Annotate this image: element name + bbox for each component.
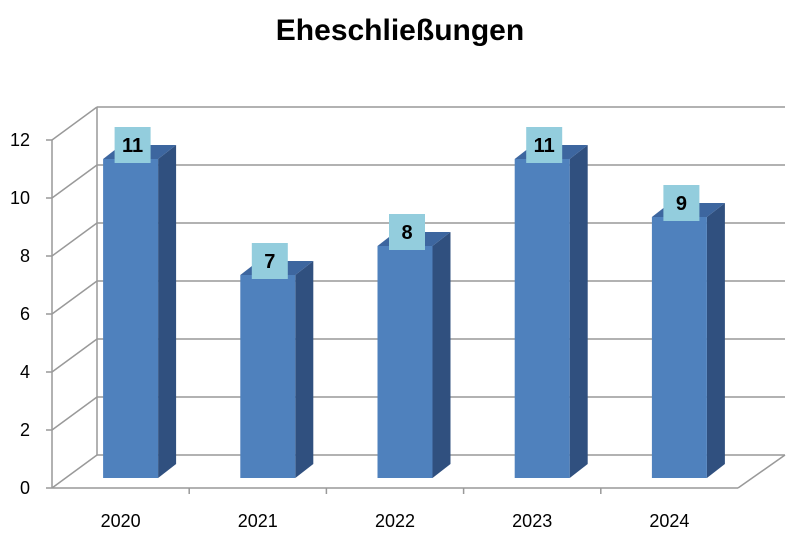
bar-2024 xyxy=(651,203,725,478)
bar-2020 xyxy=(103,145,177,478)
x-tick-label: 2021 xyxy=(238,511,278,531)
y-tick-label: 0 xyxy=(20,478,30,498)
bar-2023 xyxy=(514,145,588,478)
y-tick-label: 12 xyxy=(10,130,30,150)
y-tick-label: 8 xyxy=(20,246,30,266)
gridline-diagonal xyxy=(51,454,98,489)
y-tick-label: 4 xyxy=(20,362,30,382)
gridline-diagonal xyxy=(51,106,98,141)
data-label-box xyxy=(114,127,151,163)
bar-front xyxy=(103,159,159,478)
bar-side xyxy=(569,145,588,478)
x-tick-label: 2022 xyxy=(375,511,415,531)
bar-front xyxy=(651,217,707,478)
y-tick-label: 6 xyxy=(20,304,30,324)
data-label: 11 xyxy=(122,135,143,157)
axes: 0 2 4 6 8 10 12 2020 2021 2022 2023 2024 xyxy=(10,130,786,531)
bar-2022 xyxy=(377,232,451,478)
data-label-box xyxy=(389,214,425,250)
data-label-box xyxy=(663,185,700,221)
y-tick-label: 10 xyxy=(10,188,30,208)
data-label-box xyxy=(526,127,563,163)
floor-right-edge xyxy=(737,454,786,489)
gridline-diagonal xyxy=(51,396,98,431)
data-label-box xyxy=(251,243,288,279)
x-tick-label: 2023 xyxy=(512,511,552,531)
bar-side xyxy=(706,203,725,478)
data-label: 11 xyxy=(534,135,555,157)
data-label: 7 xyxy=(264,251,275,273)
gridline-diagonal xyxy=(51,338,98,373)
x-tick-label: 2024 xyxy=(649,511,689,531)
bar-side xyxy=(295,261,314,478)
data-labels: 11 7 8 11 9 xyxy=(114,127,700,279)
data-label: 9 xyxy=(676,193,687,215)
x-tick-label: 2020 xyxy=(101,511,141,531)
bar-side xyxy=(158,145,177,478)
chart-title: Eheschließungen xyxy=(276,14,524,47)
bar-2021 xyxy=(240,261,314,478)
gridline-diagonal xyxy=(51,222,98,257)
bar-front xyxy=(240,275,296,478)
gridline-diagonal xyxy=(51,164,98,199)
bars xyxy=(103,145,725,478)
gridline-diagonal xyxy=(51,280,98,315)
bar-side xyxy=(432,232,451,478)
bar-front xyxy=(377,246,433,478)
y-tick-label: 2 xyxy=(20,420,30,440)
bar-front xyxy=(514,159,570,478)
data-label: 8 xyxy=(401,222,412,244)
